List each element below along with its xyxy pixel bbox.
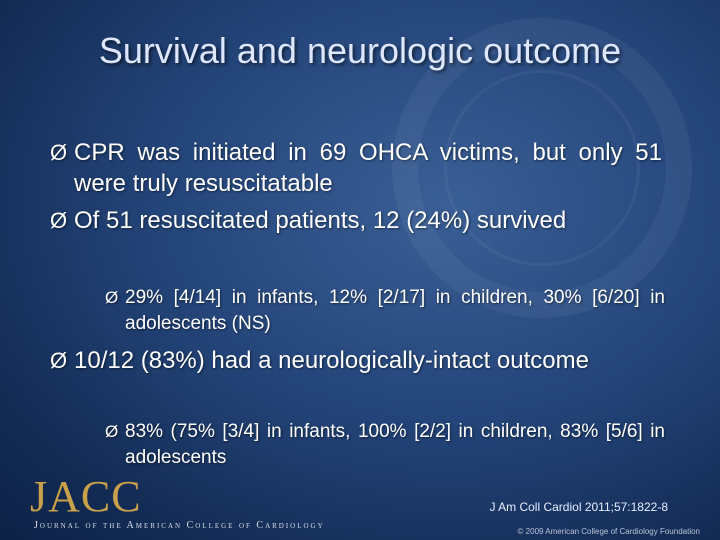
citation: J Am Coll Cardiol 2011;57:1822-8 (489, 500, 668, 514)
bullet-text: 10/12 (83%) had a neurologically-intact … (74, 347, 589, 374)
arrow-bullet-icon: Ø (105, 422, 119, 441)
bullet-neurologic-outcome: Ø 10/12 (83%) had a neurologically-intac… (50, 345, 662, 376)
jacc-logo: JACC (30, 472, 142, 521)
journal-name: Journal of the American College of Cardi… (34, 520, 325, 531)
arrow-bullet-icon: Ø (50, 208, 68, 233)
copyright-notice: © 2009 American College of Cardiology Fo… (517, 527, 700, 536)
bullet-text: 29% [4/14] in infants, 12% [2/17] in chi… (125, 287, 665, 334)
bullet-text: CPR was initiated in 69 OHCA victims, bu… (74, 139, 662, 197)
arrow-bullet-icon: Ø (50, 348, 68, 373)
bullet-text: Of 51 resuscitated patients, 12 (24%) su… (74, 207, 567, 234)
slide-title: Survival and neurologic outcome (98, 30, 622, 71)
bullet-survived: Ø Of 51 resuscitated patients, 12 (24%) … (50, 205, 662, 236)
bullet-cpr-initiated: Ø CPR was initiated in 69 OHCA victims, … (50, 137, 662, 199)
college-seal-inner-ring (444, 70, 640, 266)
arrow-bullet-icon: Ø (50, 140, 68, 165)
sub-bullet-outcome-by-age: Ø 83% (75% [3/4] in infants, 100% [2/2] … (105, 419, 665, 471)
bullet-text: 83% (75% [3/4] in infants, 100% [2/2] in… (125, 421, 665, 468)
arrow-bullet-icon: Ø (105, 288, 119, 307)
sub-bullet-survival-by-age: Ø 29% [4/14] in infants, 12% [2/17] in c… (105, 285, 665, 337)
